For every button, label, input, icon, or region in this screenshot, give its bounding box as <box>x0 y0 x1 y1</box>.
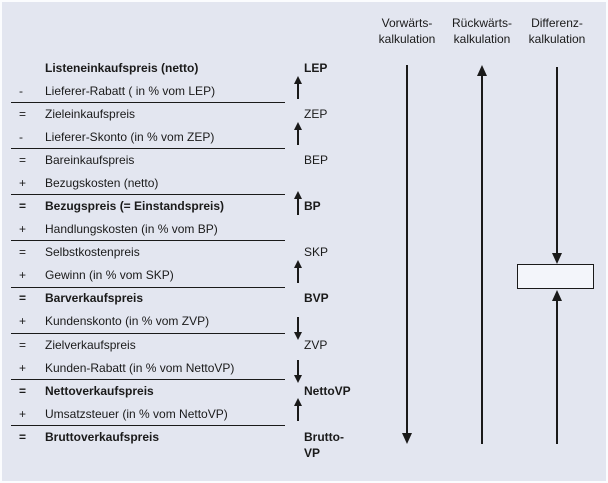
calc-row: + Gewinn (in % vom SKP) <box>2 267 294 283</box>
row-operator: = <box>19 107 27 121</box>
up-arrow-icon <box>294 260 302 283</box>
row-operator: + <box>19 268 27 282</box>
row-operator: = <box>19 291 27 305</box>
up-arrow-icon <box>294 398 302 421</box>
calc-row: = Barverkaufspreis <box>2 290 294 306</box>
row-label: Gewinn (in % vom SKP) <box>45 268 174 282</box>
row-label: Lieferer-Skonto (in % vom ZEP) <box>45 130 215 144</box>
abbr-bruttovp: Brutto- VP <box>304 430 344 460</box>
column-header-rueckwaertskalkulation: Rückwärts- kalkulation <box>436 16 528 47</box>
row-operator: = <box>19 199 27 213</box>
differenz-result-box <box>517 264 594 289</box>
calc-row: + Handlungskosten (in % vom BP) <box>2 221 294 237</box>
abbr-nettovp: NettoVP <box>304 384 351 398</box>
calc-row: = Zieleinkaufspreis <box>2 106 294 122</box>
row-label: Kundenskonto (in % vom ZVP) <box>45 314 210 328</box>
abbr-bvp: BVP <box>304 291 329 305</box>
rueckwaertskalkulation-up-arrow <box>477 65 487 444</box>
calc-row: = Bruttoverkaufspreis <box>2 429 294 445</box>
row-label: Handlungskosten (in % vom BP) <box>45 222 218 236</box>
row-operator: + <box>19 361 27 375</box>
vorwaertskalkulation-down-arrow <box>402 65 412 444</box>
row-label: Zielverkaufspreis <box>45 338 136 352</box>
calc-row: + Bezugskosten (netto) <box>2 175 294 191</box>
header-line: Vorwärts- <box>381 16 433 30</box>
row-label: Barverkaufspreis <box>45 291 144 305</box>
calc-row: - Lieferer-Rabatt ( in % vom LEP) <box>2 83 294 99</box>
calc-row: + Kundenskonto (in % vom ZVP) <box>2 313 294 329</box>
abbr-zvp: ZVP <box>304 338 328 352</box>
sum-rule <box>11 333 285 335</box>
abbr-skp: SKP <box>304 245 329 259</box>
row-operator: = <box>19 430 27 444</box>
down-arrow-icon <box>294 317 302 340</box>
row-label: Umsatzsteuer (in % vom NettoVP) <box>45 407 228 421</box>
abbr-bp: BP <box>304 199 321 213</box>
row-label: Selbstkostenpreis <box>45 245 140 259</box>
row-operator: + <box>19 314 27 328</box>
differenzkalkulation-down-arrow <box>552 67 562 264</box>
row-operator: + <box>19 222 27 236</box>
header-line: kalkulation <box>453 31 511 46</box>
sum-rule <box>11 194 285 196</box>
row-operator: + <box>19 176 27 190</box>
up-arrow-icon <box>294 191 302 215</box>
calc-row: = Bareinkaufspreis <box>2 152 294 168</box>
calc-row: - Lieferer-Skonto (in % vom ZEP) <box>2 129 294 145</box>
calc-row: = Zielverkaufspreis <box>2 337 294 353</box>
calc-row: Listeneinkaufspreis (netto) <box>2 60 294 76</box>
calc-row: = Bezugspreis (= Einstandspreis) <box>2 198 294 214</box>
row-operator: = <box>19 384 27 398</box>
sum-rule <box>11 148 285 150</box>
differenzkalkulation-up-arrow <box>552 290 562 444</box>
header-line: kalkulation <box>378 31 436 46</box>
row-operator: - <box>19 130 23 144</box>
abbr-bep: BEP <box>304 153 329 167</box>
sum-rule <box>11 379 285 381</box>
row-operator: = <box>19 153 27 167</box>
row-label: Bezugspreis (= Einstandspreis) <box>45 199 225 213</box>
up-arrow-icon <box>294 76 302 99</box>
calc-row: = Selbstkostenpreis <box>2 244 294 260</box>
sum-rule <box>11 425 285 427</box>
row-label: Bareinkaufspreis <box>45 153 135 167</box>
abbr-lep: LEP <box>304 61 328 75</box>
column-header-differenzkalkulation: Differenz- kalkulation <box>511 16 603 47</box>
column-header-vorwaertskalkulation: Vorwärts- kalkulation <box>361 16 453 47</box>
row-label: Kunden-Rabatt (in % vom NettoVP) <box>45 361 235 375</box>
row-label: Listeneinkaufspreis (netto) <box>45 61 199 75</box>
calc-row: = Nettoverkaufspreis <box>2 383 294 399</box>
sum-rule <box>11 102 285 104</box>
calc-row: + Umsatzsteuer (in % vom NettoVP) <box>2 406 294 422</box>
header-line: kalkulation <box>528 31 586 46</box>
row-label: Bezugskosten (netto) <box>45 176 159 190</box>
row-operator: = <box>19 338 27 352</box>
row-label: Lieferer-Rabatt ( in % vom LEP) <box>45 84 216 98</box>
row-label: Nettoverkaufspreis <box>45 384 154 398</box>
sum-rule <box>11 240 285 242</box>
calc-row: + Kunden-Rabatt (in % vom NettoVP) <box>2 360 294 376</box>
up-arrow-icon <box>294 122 302 145</box>
row-label: Zieleinkaufspreis <box>45 107 136 121</box>
row-operator: + <box>19 407 27 421</box>
header-line: Differenz- <box>531 16 583 30</box>
row-operator: - <box>19 84 23 98</box>
sum-rule <box>11 287 285 289</box>
header-line: Rückwärts- <box>451 16 512 30</box>
abbr-zep: ZEP <box>304 107 328 121</box>
down-arrow-icon <box>294 360 302 383</box>
row-operator: = <box>19 245 27 259</box>
row-label: Bruttoverkaufspreis <box>45 430 160 444</box>
